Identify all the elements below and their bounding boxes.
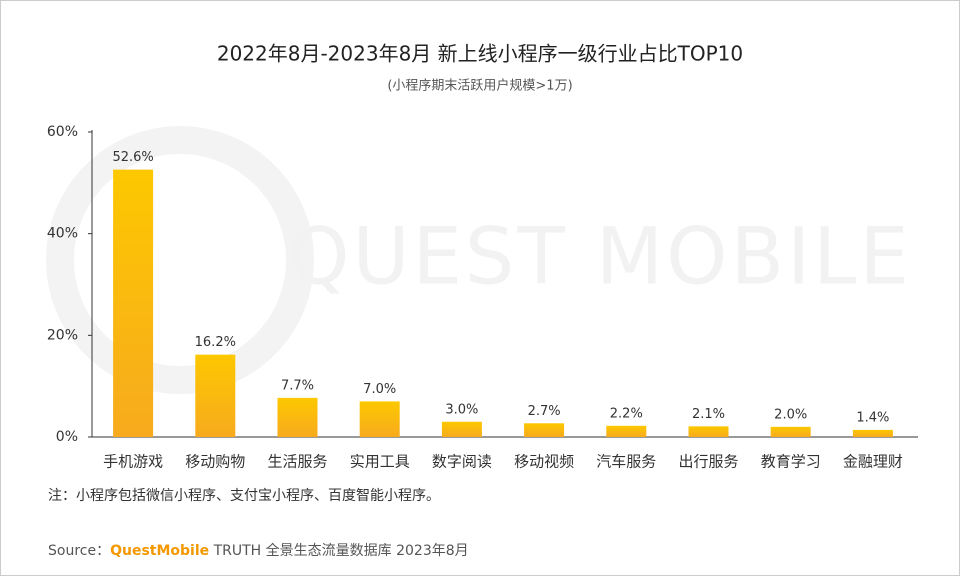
value-label: 2.2% bbox=[610, 406, 643, 421]
bar bbox=[852, 429, 893, 437]
x-tick-label: 实用工具 bbox=[350, 453, 410, 471]
chart-subtitle: (小程序期末活跃用户规模>1万) bbox=[387, 78, 572, 94]
source-text: TRUTH 全景生态流量数据库 2023年8月 bbox=[209, 542, 469, 559]
x-tick-label: 移动视频 bbox=[514, 453, 574, 471]
bar bbox=[688, 426, 729, 437]
value-label: 52.6% bbox=[112, 150, 153, 165]
value-label: 16.2% bbox=[195, 335, 236, 350]
bar bbox=[524, 423, 565, 437]
source-prefix: Source： bbox=[48, 543, 110, 559]
bar bbox=[606, 425, 647, 437]
chart-title: 2022年8月-2023年8月 新上线小程序一级行业占比TOP10 bbox=[217, 42, 743, 66]
x-tick-label: 教育学习 bbox=[761, 453, 821, 471]
x-tick-label: 数字阅读 bbox=[432, 453, 492, 471]
y-tick-label: 0% bbox=[56, 429, 78, 445]
y-tick-label: 40% bbox=[47, 226, 78, 242]
y-tick-label: 20% bbox=[47, 327, 78, 343]
value-label: 7.7% bbox=[281, 378, 314, 393]
source: Source：QuestMobile TRUTH 全景生态流量数据库 2023年… bbox=[48, 542, 469, 559]
watermark-logo bbox=[46, 126, 314, 394]
value-label: 1.4% bbox=[856, 410, 889, 425]
watermark: QUEST MOBILE bbox=[288, 212, 912, 302]
bar bbox=[359, 401, 400, 437]
bar bbox=[277, 397, 318, 437]
x-tick-label: 移动购物 bbox=[185, 453, 245, 471]
value-label: 7.0% bbox=[363, 382, 396, 397]
value-label: 2.0% bbox=[774, 407, 807, 422]
value-label: 2.7% bbox=[528, 404, 561, 419]
bar bbox=[441, 421, 482, 437]
source-brand: QuestMobile bbox=[110, 543, 209, 559]
bar bbox=[195, 354, 236, 437]
x-tick-label: 手机游戏 bbox=[103, 453, 163, 471]
note: 注：小程序包括微信小程序、支付宝小程序、百度智能小程序。 bbox=[48, 488, 440, 504]
value-label: 3.0% bbox=[445, 402, 478, 417]
y-tick-label: 60% bbox=[47, 124, 78, 140]
x-tick-label: 出行服务 bbox=[678, 453, 738, 471]
x-tick-label: 金融理财 bbox=[843, 453, 903, 471]
value-label: 2.1% bbox=[692, 407, 725, 422]
x-tick-label: 汽车服务 bbox=[596, 453, 656, 471]
bar bbox=[770, 426, 811, 437]
bar bbox=[113, 169, 154, 437]
x-tick-label: 生活服务 bbox=[267, 453, 327, 471]
